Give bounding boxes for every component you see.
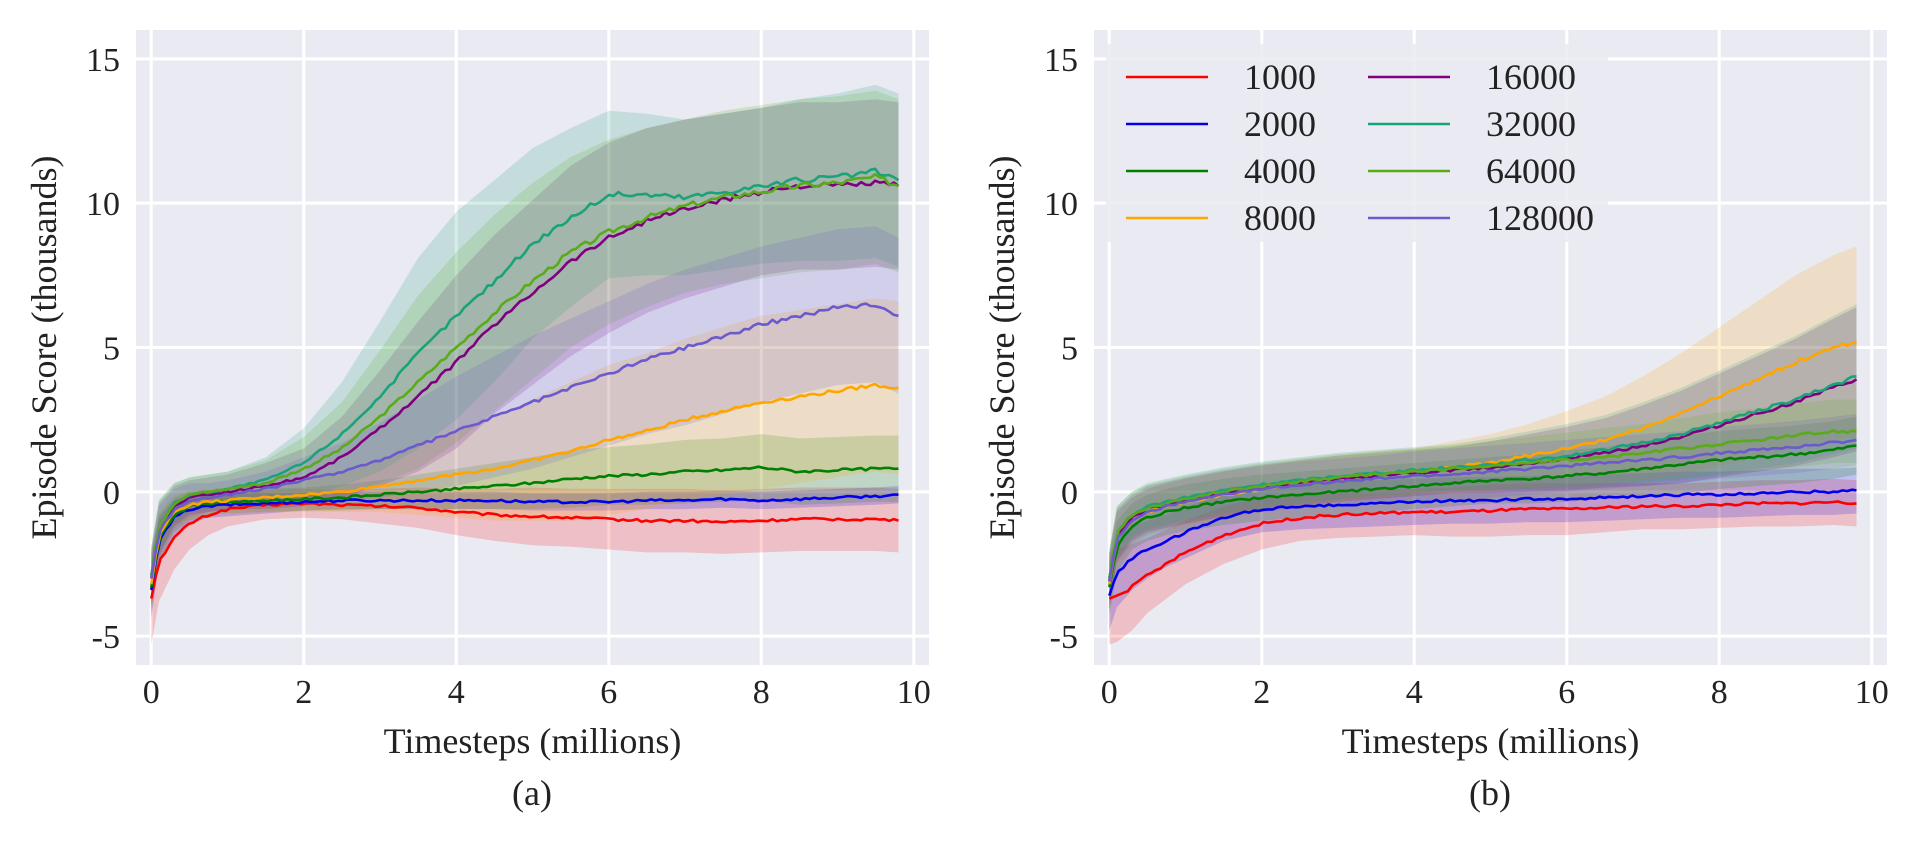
y-tick-label: 10 — [86, 186, 120, 223]
band-1000 — [151, 487, 899, 645]
series-line-1000 — [150, 501, 899, 599]
panel-caption: (b) — [1469, 773, 1511, 813]
lines-group — [1108, 340, 1858, 600]
series-line-128000 — [150, 302, 899, 579]
y-tick-label: 15 — [86, 42, 120, 79]
band-128000 — [151, 226, 899, 608]
x-tick-label: 10 — [1855, 674, 1889, 711]
x-tick-label: 0 — [143, 674, 160, 711]
band-32000 — [151, 84, 899, 605]
y-axis-label: Episode Score (thousands) — [982, 156, 1022, 540]
band-4000 — [151, 434, 899, 613]
legend-label-1000: 1000 — [1244, 57, 1316, 97]
band-16000 — [151, 99, 899, 608]
legend-label-4000: 4000 — [1244, 151, 1316, 191]
series-line-32000 — [150, 167, 900, 576]
y-tick-label: 0 — [103, 475, 120, 512]
x-axis-label: Timesteps (millions) — [1342, 721, 1640, 761]
x-tick-label: 0 — [1101, 674, 1118, 711]
x-tick-label: 2 — [1253, 674, 1270, 711]
series-line-1000 — [1108, 500, 1857, 600]
chart-panel-b: 0 2 4 6 8 10 -5 0 5 10 15 Timesteps (millions) Episo… — [982, 30, 1889, 813]
series-line-4000 — [150, 465, 899, 588]
band-64000 — [1109, 399, 1857, 608]
y-tick-label: 5 — [1061, 331, 1078, 368]
legend-label-8000: 8000 — [1244, 198, 1316, 238]
legend-label-2000: 2000 — [1244, 104, 1316, 144]
band-32000 — [1109, 304, 1857, 608]
series-line-64000 — [1108, 428, 1857, 579]
band-64000 — [151, 90, 899, 605]
x-tick-label: 10 — [897, 674, 931, 711]
x-tick-label: 8 — [1711, 674, 1728, 711]
legend-label-32000: 32000 — [1486, 104, 1576, 144]
y-tick-label: -5 — [1050, 619, 1078, 656]
series-line-64000 — [150, 173, 899, 576]
x-tick-label: 4 — [448, 674, 465, 711]
band-8000 — [151, 298, 899, 613]
lines-group — [150, 167, 900, 599]
y-tick-label: 5 — [103, 331, 120, 368]
panel-caption: (a) — [512, 773, 552, 813]
x-tick-label: 8 — [753, 674, 770, 711]
bands-group — [151, 84, 899, 645]
x-tick-label: 6 — [600, 674, 617, 711]
x-axis-label: Timesteps (millions) — [384, 721, 682, 761]
band-128000 — [1109, 413, 1857, 611]
chart-panel-a: 0 2 4 6 8 10 -5 0 5 10 15 Timesteps (millions) Episo… — [24, 30, 931, 813]
series-line-128000 — [1108, 438, 1857, 582]
legend-label-128000: 128000 — [1486, 198, 1594, 238]
series-line-4000 — [1108, 444, 1857, 588]
legend: 1000 2000 4000 8000 16000 32000 64000 128000 — [1106, 44, 1608, 242]
y-axis-label: Episode Score (thousands) — [24, 156, 64, 540]
series-line-2000 — [1108, 488, 1857, 597]
y-tick-label: 0 — [1061, 475, 1078, 512]
x-tick-label: 4 — [1406, 674, 1423, 711]
y-tick-label: -5 — [92, 619, 120, 656]
legend-label-64000: 64000 — [1486, 151, 1576, 191]
x-tick-label: 2 — [295, 674, 312, 711]
y-tick-label: 10 — [1044, 186, 1078, 223]
series-line-8000 — [150, 382, 899, 585]
x-tick-label: 6 — [1558, 674, 1575, 711]
legend-label-16000: 16000 — [1486, 57, 1576, 97]
band-16000 — [1109, 307, 1857, 611]
y-tick-label: 15 — [1044, 42, 1078, 79]
series-line-2000 — [150, 493, 899, 591]
